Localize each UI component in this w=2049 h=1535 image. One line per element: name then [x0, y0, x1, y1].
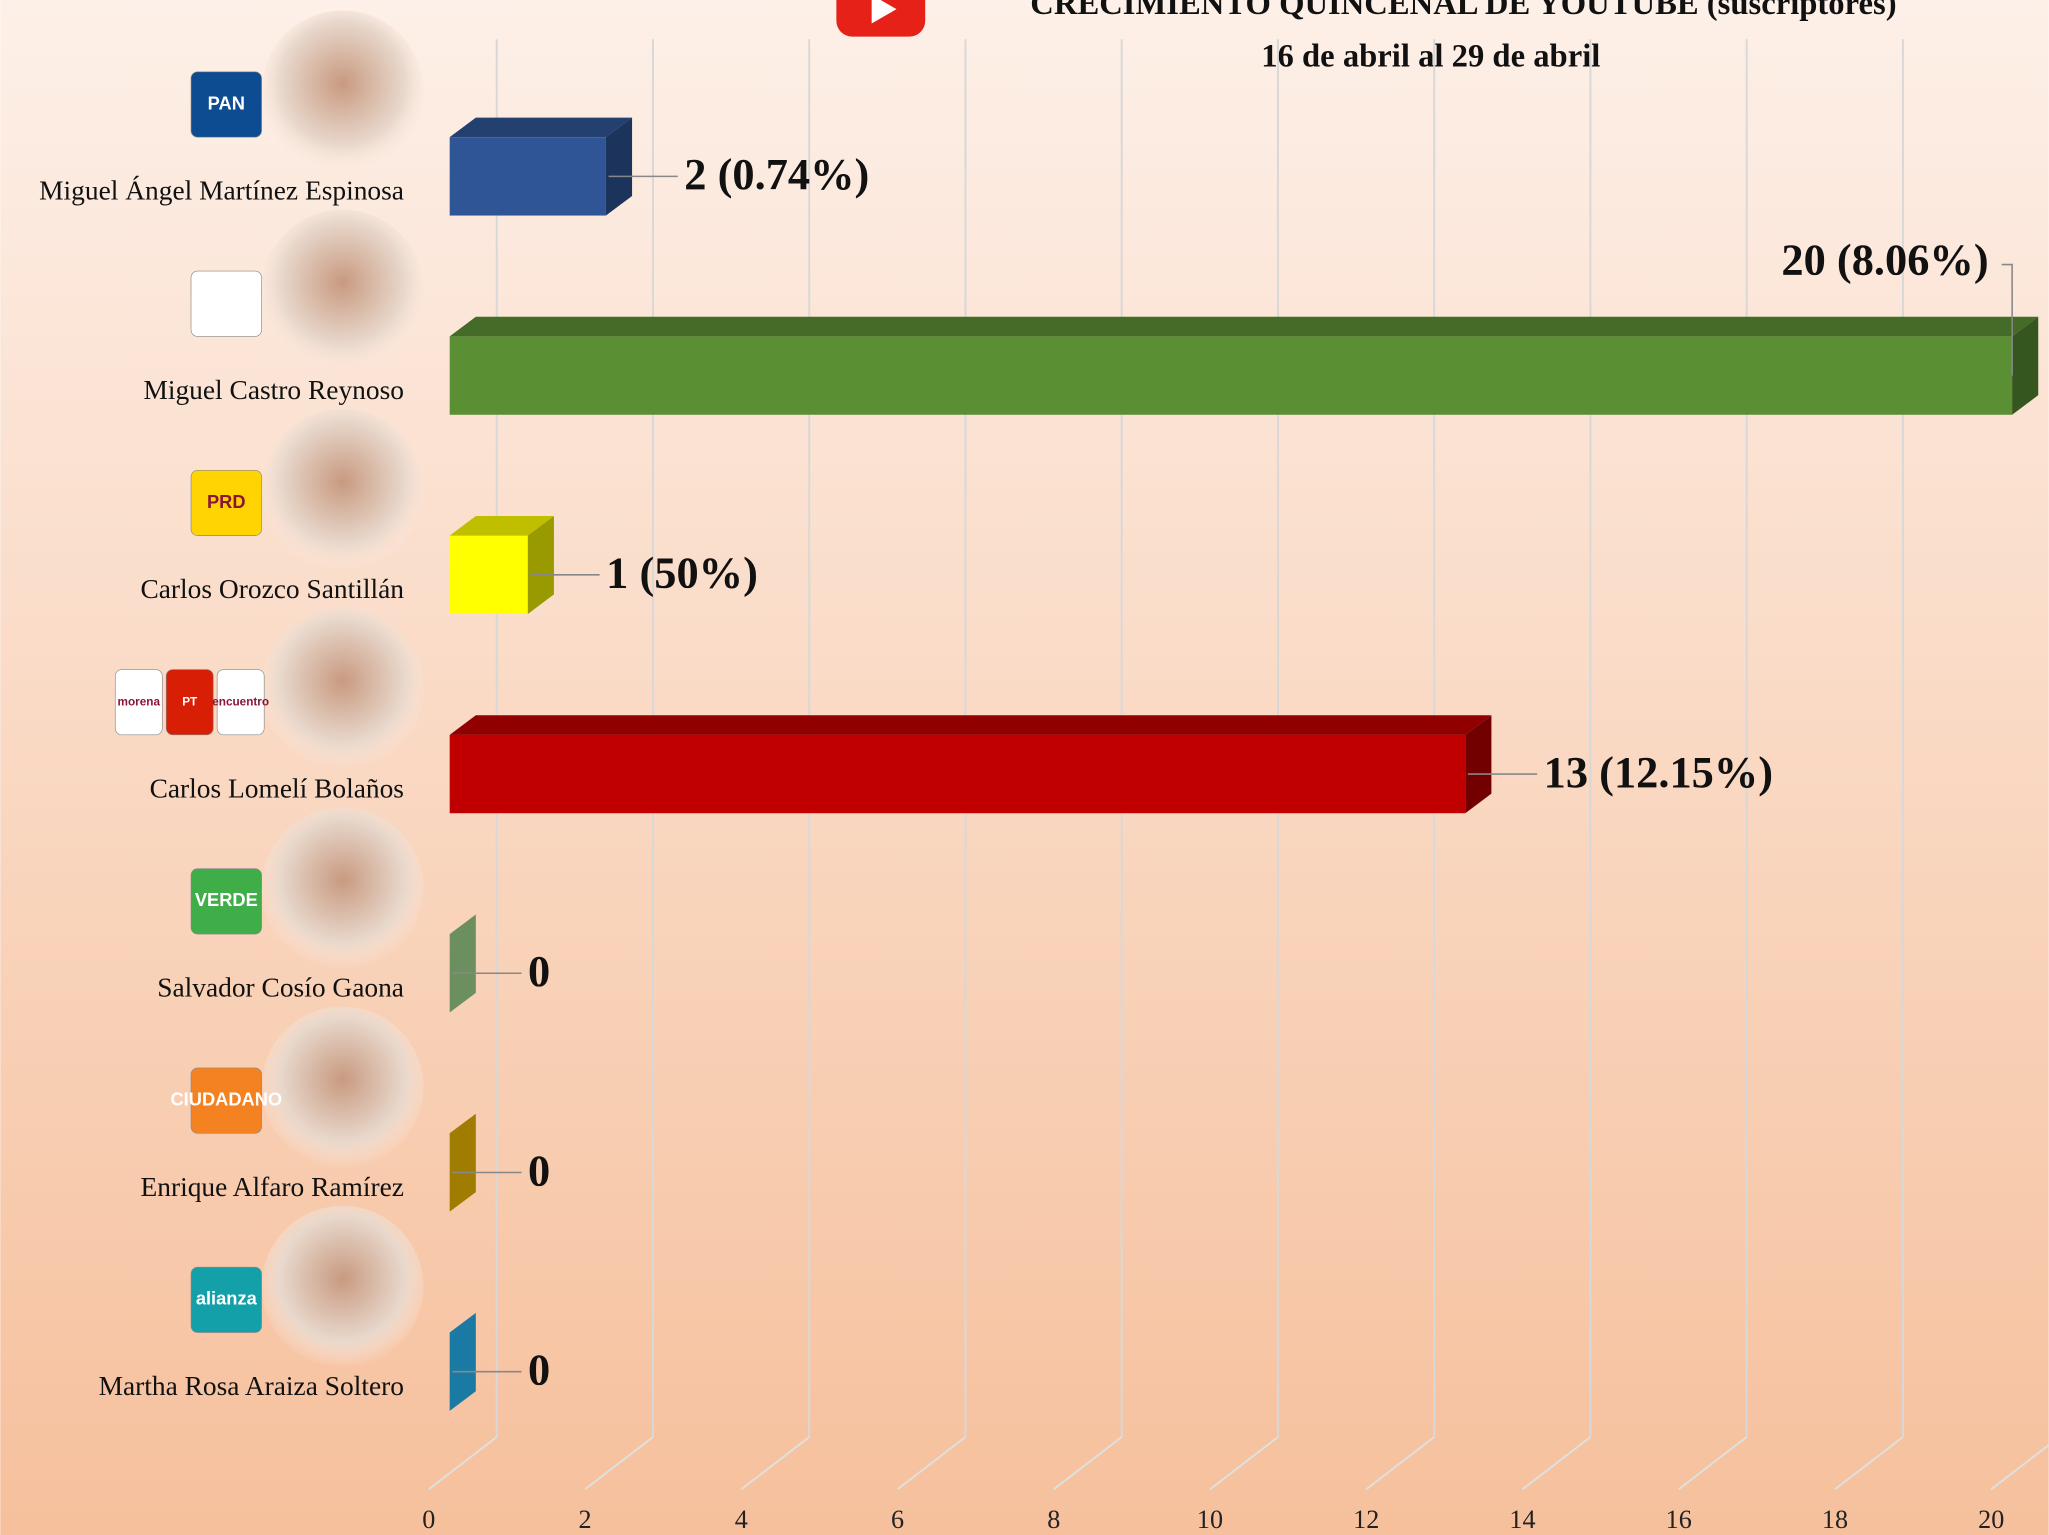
category-label: Carlos Lomelí Bolaños: [150, 773, 404, 803]
value-label: 20 (8.06%): [1781, 235, 1988, 285]
floor-line: [896, 1436, 967, 1491]
value-label: 1 (50%): [606, 548, 758, 598]
chart-title: CRECIMIENTO QUINCENAL DE YOUTUBE (suscri…: [1030, 0, 1896, 22]
candidate-photo: [261, 807, 424, 970]
party-logo-text: PRI: [211, 292, 241, 313]
x-tick-label: 0: [422, 1505, 435, 1534]
x-tick-label: 2: [579, 1505, 592, 1534]
bar-side: [449, 1312, 476, 1411]
bar-front: [449, 734, 1466, 814]
party-logo-text: encuentro: [212, 695, 269, 708]
x-tick-label: 20: [1978, 1505, 2004, 1534]
youtube-play: [871, 0, 897, 24]
party-logo-text: VERDE: [195, 889, 258, 910]
bar-side: [527, 516, 554, 614]
value-label: 0: [528, 946, 550, 996]
floor-line: [1834, 1436, 1904, 1491]
floor-line: [1365, 1436, 1435, 1491]
candidate-photo: [261, 608, 424, 771]
value-label: 0: [528, 1345, 550, 1395]
bar-top: [449, 516, 554, 536]
party-logo: [114, 669, 163, 736]
party-logo-text: alianza: [196, 1288, 258, 1309]
candidate-photo: [261, 408, 424, 571]
party-logo: [190, 71, 262, 138]
party-logo-text: PT: [182, 695, 198, 708]
youtube-icon: [836, 0, 926, 37]
party-logo: [165, 669, 214, 736]
party-logo: [190, 868, 262, 935]
bar-front: [449, 336, 2013, 415]
party-logo-text: PAN: [208, 92, 245, 113]
bar-side: [605, 117, 633, 216]
bar: [449, 316, 2039, 415]
x-tick-label: 16: [1666, 1505, 1692, 1534]
floor-line: [428, 1436, 498, 1491]
party-logo: [190, 1067, 262, 1134]
bar: [449, 914, 476, 1013]
floor-line: [740, 1436, 810, 1491]
x-tick-label: 12: [1353, 1505, 1379, 1534]
value-label: 2 (0.74%): [684, 149, 869, 199]
x-tick-label: 14: [1509, 1505, 1535, 1534]
floor-line: [1521, 1436, 1592, 1491]
bar-front: [449, 535, 528, 614]
category-label: Miguel Ángel Martínez Espinosa: [39, 176, 404, 206]
party-logo-text: PRD: [207, 491, 246, 512]
party-logo: [190, 270, 262, 337]
bar: [449, 117, 633, 216]
floor-line: [1678, 1436, 1748, 1491]
floor-line: [1990, 1443, 2049, 1491]
category-label: Salvador Cosío Gaona: [157, 973, 404, 1003]
bar-top: [449, 117, 633, 138]
bar: [449, 1312, 476, 1411]
x-tick-label: 18: [1822, 1505, 1848, 1534]
candidate-photo: [261, 209, 424, 372]
bar-front: [449, 137, 606, 216]
bar-side: [1465, 715, 1492, 814]
value-label: 13 (12.15%): [1544, 747, 1773, 797]
label-leader: [2001, 263, 2013, 376]
bar: [449, 1113, 476, 1212]
bar-side: [449, 1113, 476, 1212]
category-label: Enrique Alfaro Ramírez: [140, 1172, 403, 1202]
chart-subtitle: 16 de abril al 29 de abril: [1261, 38, 1600, 74]
x-tick-label: 8: [1047, 1505, 1060, 1534]
party-logo: [216, 669, 265, 736]
candidate-photo: [261, 10, 424, 173]
bar: [449, 516, 554, 614]
floor-line: [584, 1436, 654, 1491]
floor-line: [1053, 1436, 1123, 1491]
bar: [449, 715, 1492, 814]
x-tick-label: 6: [891, 1505, 904, 1534]
bar-side: [449, 914, 476, 1013]
value-label: 0: [528, 1145, 550, 1195]
party-logo: [190, 1266, 262, 1333]
party-logo-text: morena: [118, 695, 161, 708]
party-logo: [190, 469, 262, 536]
x-tick-label: 10: [1197, 1505, 1223, 1534]
category-label: Martha Rosa Araiza Soltero: [99, 1371, 404, 1401]
category-label: Carlos Orozco Santillán: [140, 574, 404, 604]
candidate-photo: [261, 1205, 424, 1368]
party-logo-text: CIUDADANO: [170, 1088, 282, 1109]
floor-line: [1209, 1436, 1279, 1491]
bar-top: [449, 316, 2039, 337]
candidate-photo: [261, 1006, 424, 1169]
x-tick-label: 4: [735, 1505, 748, 1534]
category-label: Miguel Castro Reynoso: [143, 375, 404, 405]
bar-top: [449, 715, 1492, 735]
bar-side: [2012, 316, 2039, 415]
